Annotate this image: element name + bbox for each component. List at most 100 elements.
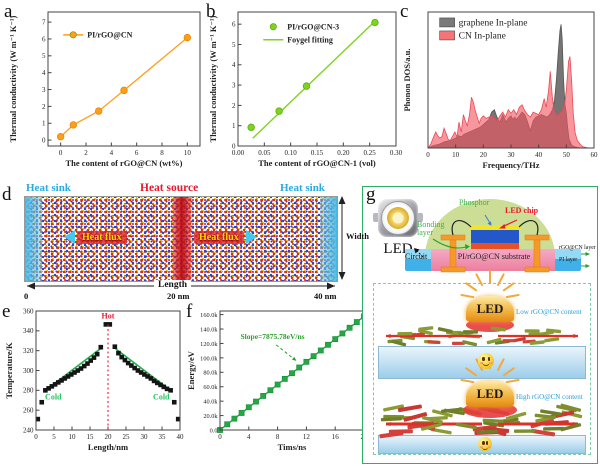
svg-text:20: 20 bbox=[105, 433, 113, 441]
svg-text:35: 35 bbox=[159, 433, 167, 441]
circuit-label: Circuit bbox=[405, 252, 428, 261]
panel-b: b 0.00 0.05 0.10 0.15 0.20 0.25 0.30 0 1 2 3 4 5 6 The… bbox=[206, 2, 404, 184]
panel-d: d Heat sink Heat source Heat sink Heat f… bbox=[2, 182, 369, 302]
smiley-face-high bbox=[478, 437, 492, 451]
svg-text:2: 2 bbox=[42, 103, 46, 111]
scale-0: 0 bbox=[24, 291, 29, 301]
bond-wire-right bbox=[518, 219, 539, 236]
annotation: Slope=7875.78eV/ns bbox=[241, 332, 305, 341]
svg-text:Thermal conductivity (W m⁻¹ K⁻: Thermal conductivity (W m⁻¹ K⁻¹) bbox=[208, 15, 218, 142]
phosphor-layer-shape bbox=[469, 225, 521, 230]
bond-wire-left bbox=[451, 219, 472, 236]
heat-sink-label-left: Heat sink bbox=[26, 182, 71, 194]
svg-text:The content of rGO@CN-1 (vol): The content of rGO@CN-1 (vol) bbox=[258, 158, 376, 168]
scale-40: 40 nm bbox=[314, 291, 337, 301]
svg-text:8: 8 bbox=[160, 149, 164, 157]
svg-text:30: 30 bbox=[508, 151, 516, 159]
svg-text:3: 3 bbox=[232, 81, 236, 89]
svg-text:PI/rGO@CN-3: PI/rGO@CN-3 bbox=[287, 22, 339, 31]
axes: 0.00 0.05 0.10 0.15 0.20 0.25 0.30 0 1 2 3 4 5 6 The c… bbox=[208, 11, 403, 168]
svg-text:60: 60 bbox=[591, 151, 599, 159]
chart-e: 0 5 10 15 20 25 30 35 40 240 260 280 300 320 340 360 Len… bbox=[4, 307, 184, 452]
i-beam-left bbox=[440, 234, 466, 273]
svg-text:Length/nm: Length/nm bbox=[88, 442, 128, 452]
svg-text:Frequency/THz: Frequency/THz bbox=[483, 160, 540, 170]
panel-a-letter: a bbox=[4, 1, 13, 22]
svg-text:0.10: 0.10 bbox=[285, 149, 298, 157]
legend: graphene In-plane CN In-plane bbox=[439, 17, 528, 41]
svg-text:4: 4 bbox=[110, 149, 114, 157]
svg-text:0.0: 0.0 bbox=[210, 427, 218, 434]
led-chip-stack bbox=[469, 225, 521, 249]
heat-flux-right-label: Heat flux bbox=[199, 231, 239, 243]
svg-text:50: 50 bbox=[563, 151, 571, 159]
svg-text:0: 0 bbox=[42, 137, 46, 145]
heat-source-region bbox=[173, 197, 191, 281]
svg-text:0.05: 0.05 bbox=[258, 149, 271, 157]
legend: PI/rGO@CN bbox=[63, 30, 133, 39]
panel-c: c 0 10 20 30 40 50 60 Frequency/THz Phonon DOS/a… bbox=[400, 2, 600, 188]
bonding-layer-shape bbox=[471, 243, 519, 249]
svg-text:4: 4 bbox=[42, 69, 46, 77]
heat-flux-right: Heat flux bbox=[194, 230, 257, 244]
width-label: Width bbox=[346, 231, 369, 241]
rgocn-layer-label: rGO@CN layer bbox=[559, 245, 596, 251]
led-package-schematic bbox=[405, 199, 590, 273]
svg-text:60.0k: 60.0k bbox=[203, 384, 218, 391]
panel-f-letter: f bbox=[186, 301, 193, 322]
svg-text:1: 1 bbox=[42, 120, 46, 128]
led-photo bbox=[373, 197, 423, 239]
svg-text:Temperature/K: Temperature/K bbox=[4, 342, 14, 399]
svg-text:360: 360 bbox=[23, 307, 34, 315]
svg-text:120.0k: 120.0k bbox=[200, 341, 218, 348]
svg-text:320: 320 bbox=[23, 347, 34, 355]
svg-text:260: 260 bbox=[23, 407, 34, 415]
svg-text:Tims/ns: Tims/ns bbox=[278, 442, 307, 452]
circuit-arrow bbox=[414, 248, 424, 258]
annotation bbox=[275, 344, 297, 362]
svg-text:Energy/eV: Energy/eV bbox=[186, 350, 196, 390]
led-high: LED bbox=[466, 381, 514, 407]
svg-text:0: 0 bbox=[218, 433, 222, 441]
svg-text:5: 5 bbox=[52, 433, 56, 441]
svg-text:4: 4 bbox=[247, 433, 251, 441]
panel-d-letter: d bbox=[2, 184, 12, 205]
annotation: Cold bbox=[45, 392, 62, 401]
svg-text:Cold: Cold bbox=[153, 392, 170, 401]
svg-text:0.00: 0.00 bbox=[232, 149, 245, 157]
svg-text:6: 6 bbox=[135, 149, 139, 157]
svg-text:1: 1 bbox=[232, 122, 236, 130]
panel-e-letter: e bbox=[2, 301, 11, 322]
svg-text:Cold: Cold bbox=[45, 392, 62, 401]
smiley-face-low bbox=[478, 353, 494, 369]
low-content-label: Low rGO@CN content bbox=[516, 308, 582, 316]
annotation: Cold bbox=[153, 392, 170, 401]
svg-text:12: 12 bbox=[303, 433, 311, 441]
svg-text:5: 5 bbox=[232, 41, 236, 49]
annotation: Hot bbox=[102, 311, 115, 320]
heat-sink-label-right: Heat sink bbox=[280, 182, 325, 194]
svg-text:5: 5 bbox=[42, 52, 46, 60]
svg-text:0: 0 bbox=[34, 433, 38, 441]
svg-text:Foygel fitting: Foygel fitting bbox=[287, 35, 333, 44]
bonding-layer-line2: layer bbox=[417, 228, 433, 238]
svg-text:Hot: Hot bbox=[102, 311, 115, 320]
svg-text:80.0k: 80.0k bbox=[203, 370, 218, 377]
svg-text:CN In-plane: CN In-plane bbox=[459, 31, 506, 41]
phosphor-label: Phosphor bbox=[459, 198, 490, 207]
svg-text:graphene In-plane: graphene In-plane bbox=[459, 18, 528, 28]
axes: 0 2 4 6 8 10 0 1 2 3 4 5 6 7 The content of rGO@CN (wt… bbox=[8, 11, 201, 168]
bonding-layer-arrow bbox=[432, 238, 470, 250]
led-photo-pin-left bbox=[373, 213, 379, 222]
series bbox=[217, 313, 367, 433]
led-photo-pin-right bbox=[417, 213, 423, 222]
substrate-label: PI/rGO@CN substrate bbox=[457, 252, 531, 261]
bonding-layer-line1: Bonding bbox=[417, 220, 445, 229]
pi-layer-pointer-label: PI layer bbox=[559, 257, 578, 263]
scale-20: 20 nm bbox=[167, 291, 190, 301]
panel-a: a 0 2 4 6 8 10 0 1 2 3 4 5 6 7 The content of rGO@CN (… bbox=[2, 2, 206, 184]
layer-pointer-arrows bbox=[581, 252, 590, 268]
led-chip-label: LED chip bbox=[505, 206, 539, 215]
panel-e: e 0 5 10 15 20 25 30 35 40 240 260 280 300 320 340 360 L… bbox=[2, 300, 186, 466]
